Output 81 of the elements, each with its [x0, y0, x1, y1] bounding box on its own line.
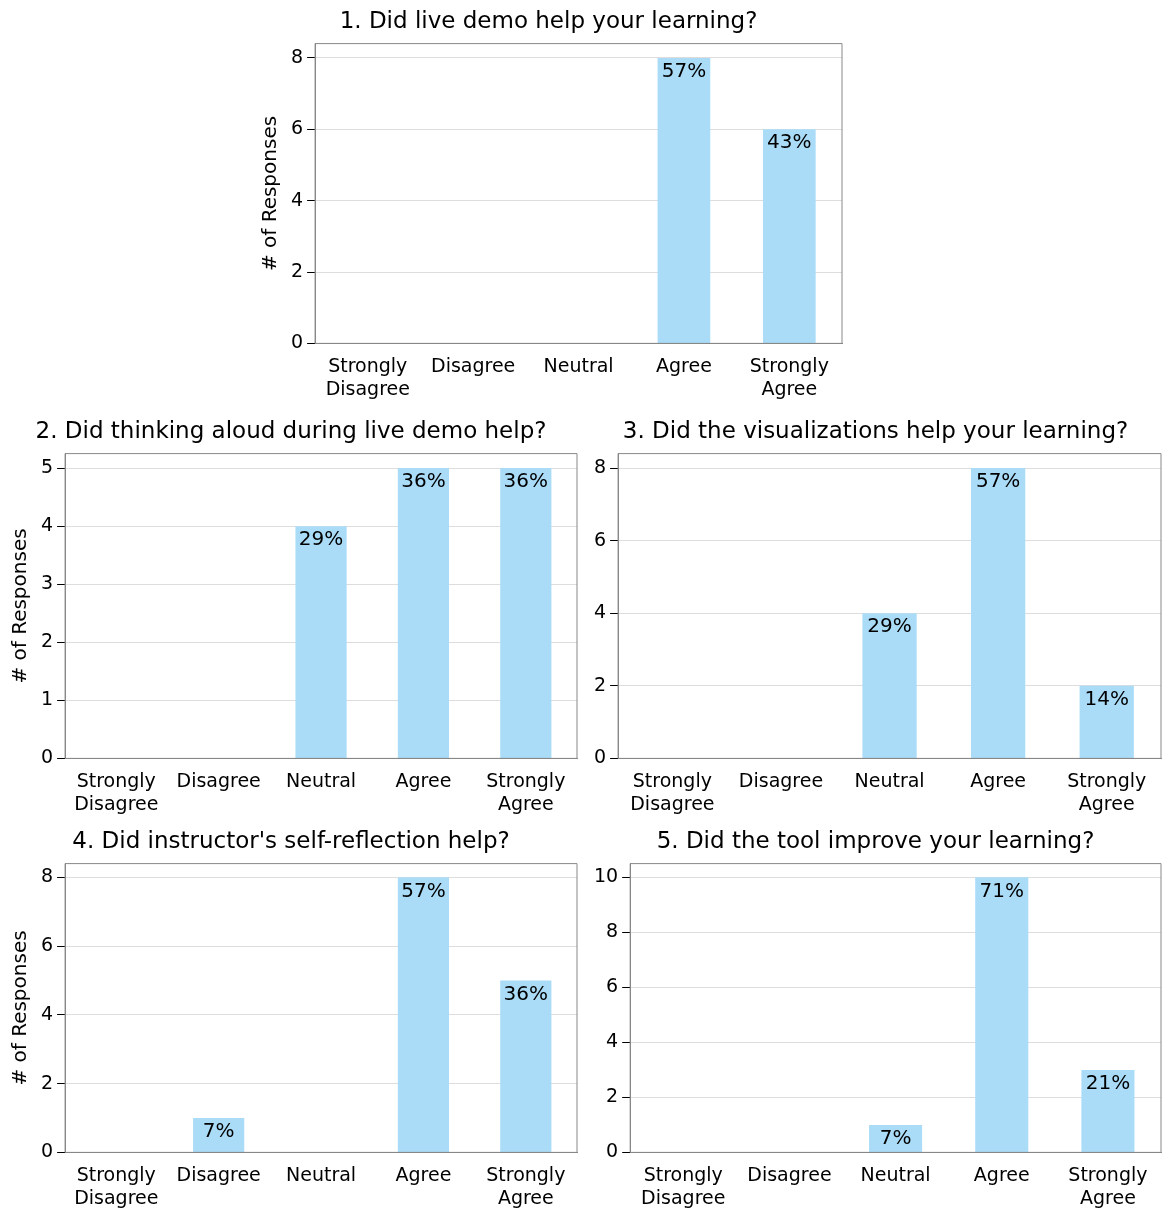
x-tick-label: Strongly Disagree: [74, 768, 159, 814]
y-tick-label: 6: [290, 116, 304, 139]
x-tick-label: Agree: [973, 1162, 1030, 1185]
y-tick-label: 10: [593, 864, 619, 887]
x-tick-label: Strongly Agree: [749, 353, 829, 399]
annotation: 7%: [879, 1125, 912, 1150]
x-tick-label: Strongly Disagree: [325, 353, 410, 399]
x-tick-label: Strongly Disagree: [74, 1162, 159, 1208]
annotation: 36%: [401, 468, 446, 493]
annotation: 29%: [298, 526, 344, 551]
y-tick-label: 6: [606, 974, 619, 997]
x-tick-label: Strongly Agree: [1068, 1162, 1148, 1208]
x-tick-label: Strongly Agree: [486, 768, 566, 814]
bar: [975, 877, 1029, 1152]
y-tick-label: 4: [40, 513, 54, 536]
x-tick-label: Neutral: [285, 1162, 357, 1185]
x-tick-label: Strongly Agree: [486, 1162, 566, 1208]
bar: [862, 613, 917, 758]
y-tick-label: 2: [40, 1070, 54, 1093]
y-tick-label: 4: [290, 187, 304, 210]
y-axis-title: # of Responses: [257, 115, 282, 272]
chart-title: 2. Did thinking aloud during live demo help?: [35, 416, 547, 443]
x-tick-label: Agree: [395, 1162, 452, 1185]
y-axis-title: # of Responses: [7, 528, 32, 684]
y-tick-label: 4: [593, 600, 607, 623]
y-tick-label: 1: [40, 687, 54, 710]
x-tick-label: Neutral: [543, 353, 614, 376]
chart-title: 4. Did instructor's self-reflection help?: [72, 826, 510, 853]
y-axis-title: # of Responses: [7, 930, 32, 1086]
y-tick-label: 8: [40, 864, 54, 887]
y-tick-label: 8: [606, 919, 619, 942]
y-tick-label: 3: [40, 571, 54, 594]
y-tick-label: 4: [40, 1001, 54, 1024]
y-tick-label: 6: [593, 527, 607, 550]
x-tick-label: Disagree: [738, 768, 824, 791]
annotation: 21%: [1085, 1070, 1131, 1095]
y-tick-label: 0: [290, 330, 304, 353]
y-tick-label: 2: [593, 672, 607, 695]
bar: [970, 468, 1026, 758]
x-tick-label: Disagree: [176, 768, 261, 791]
x-tick-label: Agree: [970, 768, 1027, 791]
y-tick-label: 8: [290, 44, 304, 67]
chart-title: 1. Did live demo help your learning?: [339, 6, 758, 33]
y-tick-label: 2: [40, 629, 54, 652]
bar: [500, 980, 552, 1152]
x-tick-label: Neutral: [854, 768, 925, 791]
y-tick-label: 5: [40, 455, 54, 478]
y-tick-label: 8: [593, 455, 607, 478]
chart-title: 5. Did the tool improve your learning?: [656, 826, 1095, 853]
annotation: 43%: [767, 129, 812, 154]
x-tick-label: Strongly Agree: [1067, 768, 1147, 814]
annotation: 57%: [661, 58, 707, 83]
annotation: 36%: [503, 980, 549, 1005]
chart-title: 3. Did the visualizations help your learning?: [622, 416, 1129, 443]
x-tick-label: Neutral: [285, 768, 357, 791]
y-tick-label: 0: [40, 745, 54, 768]
y-tick-label: 2: [606, 1084, 619, 1107]
y-tick-label: 6: [40, 933, 54, 956]
y-tick-label: 0: [593, 745, 607, 768]
x-tick-label: Agree: [656, 353, 712, 376]
annotation: 29%: [867, 613, 912, 638]
x-tick-label: Disagree: [431, 353, 516, 376]
annotation: 14%: [1084, 686, 1129, 711]
x-tick-label: Disagree: [747, 1162, 832, 1185]
bar: [1081, 1069, 1135, 1152]
bar: [1079, 685, 1134, 758]
x-tick-label: Agree: [395, 768, 452, 791]
bar: [397, 877, 450, 1152]
annotation: 71%: [979, 877, 1024, 902]
annotation: 7%: [202, 1118, 235, 1143]
y-tick-label: 0: [40, 1139, 54, 1162]
y-tick-label: 2: [290, 258, 304, 281]
annotation: 36%: [503, 468, 549, 493]
annotation: 57%: [401, 877, 446, 902]
y-tick-label: 0: [606, 1139, 619, 1162]
x-tick-label: Strongly Disagree: [630, 768, 715, 814]
y-tick-label: 4: [606, 1029, 619, 1052]
x-tick-label: Neutral: [860, 1162, 931, 1185]
annotation: 57%: [975, 468, 1021, 493]
x-tick-label: Strongly Disagree: [641, 1162, 726, 1208]
x-tick-label: Disagree: [176, 1162, 261, 1185]
